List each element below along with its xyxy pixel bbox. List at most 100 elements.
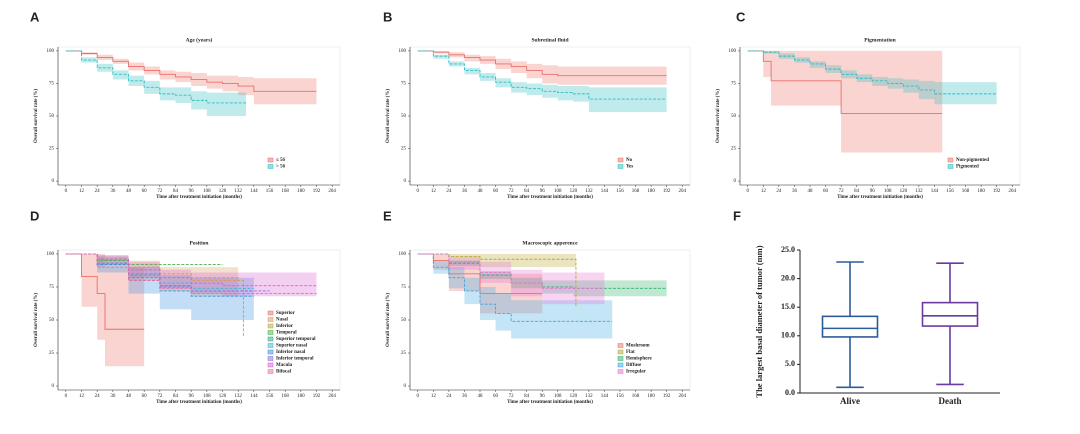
x-tick-label: 156 bbox=[266, 394, 274, 399]
chart-title: Position bbox=[190, 240, 209, 246]
x-axis-label: Time after treatment initiation (months) bbox=[837, 195, 923, 200]
x-tick-label: 132 bbox=[585, 394, 593, 399]
panel-label: B bbox=[383, 9, 392, 24]
survival-curve bbox=[417, 253, 605, 289]
x-tick-label: 36 bbox=[462, 189, 468, 194]
x-tick-label: 168 bbox=[632, 189, 640, 194]
x-tick-label: 72 bbox=[509, 189, 515, 194]
x-tick-label: 180 bbox=[647, 394, 655, 399]
x-tick-label: 180 bbox=[297, 394, 305, 399]
x-tick-label: 36 bbox=[110, 394, 116, 399]
legend-swatch bbox=[267, 362, 274, 368]
legend-swatch bbox=[617, 343, 624, 348]
y-tick-label: 25 bbox=[49, 351, 55, 356]
legend-label: No bbox=[626, 158, 633, 163]
x-tick-label: 168 bbox=[962, 189, 970, 194]
y-tick-label: 50 bbox=[49, 318, 55, 323]
legend-label: Irregular bbox=[626, 370, 647, 375]
y-tick-label: 5.0 bbox=[785, 359, 795, 368]
x-tick-label: 84 bbox=[854, 189, 860, 194]
x-axis-label: Time after treatment initiation (months) bbox=[156, 400, 242, 405]
x-tick-label: 192 bbox=[663, 189, 671, 194]
x-tick-label: 60 bbox=[142, 394, 148, 399]
x-tick-label: 12 bbox=[431, 394, 437, 399]
x-tick-label: 204 bbox=[678, 394, 686, 399]
x-tick-label: 36 bbox=[110, 189, 116, 194]
legend-swatch bbox=[617, 369, 624, 374]
x-tick-label: 48 bbox=[808, 189, 814, 194]
x-tick-label: 144 bbox=[931, 189, 939, 194]
legend-swatch bbox=[267, 317, 274, 322]
y-tick-label: 50 bbox=[731, 114, 737, 119]
survival-curve bbox=[65, 253, 317, 287]
confidence-band bbox=[65, 253, 239, 297]
x-tick-label: 108 bbox=[203, 189, 211, 194]
panel-label: C bbox=[736, 9, 746, 24]
x-tick-label: 12 bbox=[431, 189, 437, 194]
y-tick-label: 75 bbox=[49, 82, 55, 87]
y-tick-label: 75 bbox=[49, 285, 55, 290]
x-tick-label: 108 bbox=[554, 189, 562, 194]
y-tick-label: 25 bbox=[401, 351, 407, 356]
y-tick-label: 0.0 bbox=[785, 388, 795, 397]
legend-swatch bbox=[267, 330, 274, 335]
x-tick-label: 108 bbox=[203, 394, 211, 399]
y-tick-label: 25 bbox=[49, 147, 55, 152]
x-tick-label: 144 bbox=[601, 189, 609, 194]
x-tick-label: 108 bbox=[554, 394, 562, 399]
legend-swatch bbox=[267, 310, 274, 316]
legend-label: Pigmented bbox=[956, 165, 979, 170]
x-tick-label: 204 bbox=[328, 394, 336, 399]
legend-label: Hemisphere bbox=[626, 357, 653, 362]
y-tick-label: 100 bbox=[399, 49, 407, 54]
legend-label: Mushroom bbox=[626, 344, 650, 349]
legend-label: Inferior temporal bbox=[276, 357, 314, 362]
x-tick-label: 96 bbox=[540, 189, 546, 194]
legend-swatch bbox=[617, 362, 624, 368]
survival-curve bbox=[65, 253, 317, 295]
y-tick-label: 25.0 bbox=[781, 245, 795, 254]
confidence-band bbox=[65, 50, 246, 117]
x-tick-label: 192 bbox=[993, 189, 1001, 194]
x-tick-label: 24 bbox=[776, 189, 782, 194]
x-tick-label: 36 bbox=[792, 189, 798, 194]
x-tick-label: 72 bbox=[157, 189, 163, 194]
panel-label: F bbox=[733, 208, 741, 223]
x-tick-label: 48 bbox=[126, 189, 132, 194]
y-axis-label: Overall survival rate (%) bbox=[716, 89, 721, 143]
x-tick-label: 48 bbox=[478, 394, 484, 399]
x-tick-label: 192 bbox=[663, 394, 671, 399]
panel-label: A bbox=[30, 9, 40, 24]
x-axis-label: Time after treatment initiation (months) bbox=[156, 195, 242, 200]
x-tick-label: 48 bbox=[126, 394, 132, 399]
legend-swatch bbox=[617, 349, 624, 355]
survival-curve bbox=[65, 50, 317, 92]
x-tick-label: Death bbox=[939, 396, 962, 406]
x-tick-label: 0 bbox=[417, 189, 420, 194]
legend-label: Macula bbox=[276, 363, 293, 368]
y-tick-label: 0 bbox=[52, 179, 55, 184]
x-tick-label: Alive bbox=[840, 396, 860, 406]
x-tick-label: 24 bbox=[95, 394, 101, 399]
y-tick-label: 50 bbox=[401, 318, 407, 323]
chart-title: Subretinal fluid bbox=[531, 37, 568, 43]
panel-label: D bbox=[30, 208, 39, 223]
confidence-band bbox=[747, 50, 943, 153]
y-tick-label: 75 bbox=[401, 82, 407, 87]
legend-label: Nasal bbox=[276, 318, 289, 323]
legend-label: Temporal bbox=[276, 331, 297, 336]
legend-label: Superior temporal bbox=[276, 337, 316, 342]
x-tick-label: 60 bbox=[493, 189, 499, 194]
x-tick-label: 84 bbox=[524, 394, 530, 399]
x-tick-label: 144 bbox=[601, 394, 609, 399]
y-tick-label: 0 bbox=[404, 384, 407, 389]
x-tick-label: 132 bbox=[915, 189, 923, 194]
x-tick-label: 108 bbox=[884, 189, 892, 194]
y-tick-label: 100 bbox=[729, 49, 737, 54]
x-tick-label: 48 bbox=[478, 189, 484, 194]
y-tick-label: 0 bbox=[52, 384, 55, 389]
x-tick-label: 132 bbox=[234, 394, 242, 399]
legend-swatch bbox=[617, 356, 624, 361]
legend-swatch bbox=[267, 157, 274, 163]
x-tick-label: 0 bbox=[417, 394, 420, 399]
